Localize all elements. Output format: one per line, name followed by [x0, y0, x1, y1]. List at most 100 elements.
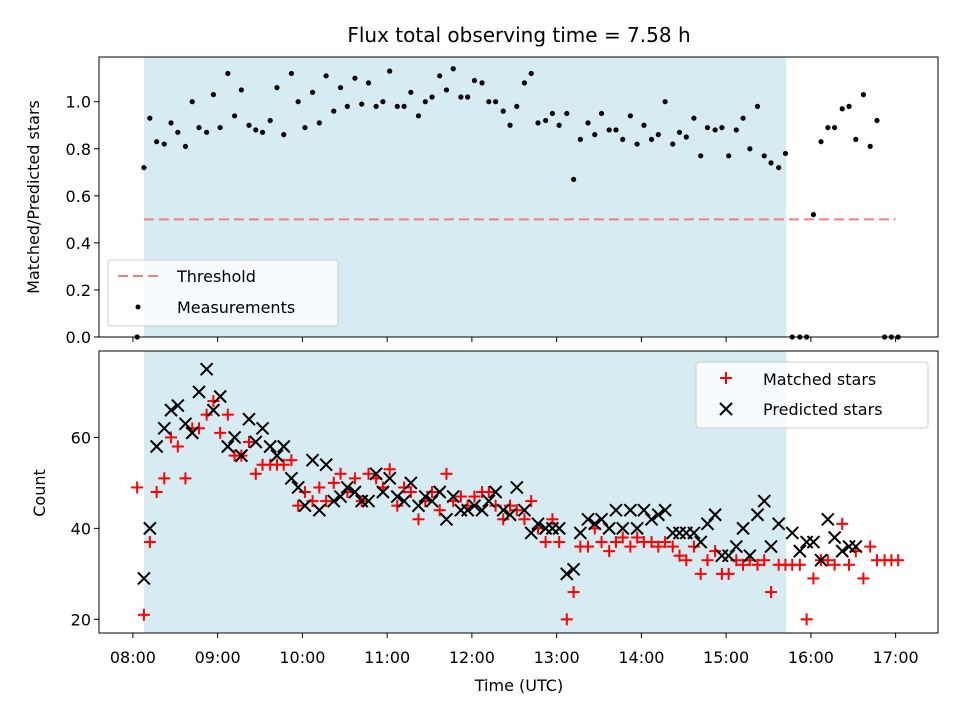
measurement-point	[415, 113, 422, 119]
predicted-star-point	[757, 494, 771, 508]
measurement-point	[747, 146, 753, 152]
measurement-point	[698, 153, 704, 159]
matched-star-point	[609, 536, 622, 549]
measurement-point	[471, 77, 478, 84]
legend-threshold-label: Threshold	[176, 267, 256, 286]
matched-star-point	[334, 467, 347, 480]
predicted-star-point	[137, 571, 151, 586]
bottom-y-tick-label: 40	[71, 519, 91, 538]
measurement-point	[655, 132, 661, 138]
measurement-point	[839, 106, 845, 112]
bottom-y-axis-label: Count	[30, 469, 49, 517]
measurement-point	[740, 115, 746, 121]
matched-star-point	[553, 536, 566, 549]
measurement-point	[337, 84, 344, 91]
measurement-point	[429, 94, 435, 100]
matched-star-point	[751, 558, 764, 571]
predicted-star-point	[411, 498, 426, 513]
predicted-star-point	[693, 535, 708, 549]
matched-star-point	[179, 472, 192, 485]
measurement-point	[331, 108, 337, 114]
measurement-point	[500, 108, 506, 114]
predicted-star-point	[149, 439, 164, 454]
measurement-point	[352, 75, 358, 81]
matched-star-point	[836, 517, 849, 530]
measurement-point	[867, 143, 873, 150]
predicted-star-point	[687, 526, 701, 540]
matched-star-point	[616, 531, 629, 544]
x-tick-label: 17:00	[873, 648, 919, 667]
measurement-point	[182, 143, 189, 150]
predicted-star-point	[700, 517, 715, 531]
predicted-star-point	[531, 517, 545, 531]
measurement-point	[853, 136, 859, 142]
matched-star-point	[391, 499, 404, 512]
measurement-point	[627, 113, 633, 119]
matched-star-point	[857, 572, 870, 585]
matched-star-point	[800, 613, 813, 626]
predicted-star-point	[404, 476, 418, 490]
predicted-star-point	[291, 480, 305, 495]
predicted-star-point	[199, 362, 214, 376]
predicted-star-point	[327, 494, 341, 508]
matched-star-point	[249, 467, 262, 480]
measurement-point	[634, 141, 640, 147]
matched-star-point	[497, 513, 510, 526]
bottom-legend-box	[695, 361, 929, 429]
matched-star-point	[137, 608, 150, 621]
x-tick-label: 08:00	[110, 648, 156, 667]
matched-star-point	[200, 408, 213, 421]
predicted-star-point	[185, 426, 199, 440]
predicted-star-point	[361, 494, 376, 508]
measurement-point	[726, 153, 732, 159]
measurement-point	[598, 110, 605, 117]
x-axis-label: Time (UTC)	[474, 676, 563, 695]
predicted-star-point	[277, 439, 291, 454]
measurement-point	[387, 68, 393, 74]
matched-star-point	[892, 554, 905, 567]
x-tick-label: 12:00	[449, 648, 495, 667]
predicted-star-point	[439, 512, 454, 526]
top-y-tick-label: 0.6	[66, 187, 91, 206]
predicted-star-point	[496, 503, 510, 517]
x-tick-label: 14:00	[618, 648, 664, 667]
predicted-star-point	[488, 485, 503, 499]
measurement-point	[147, 115, 153, 121]
bottom-y-axis: 20 40 60	[71, 428, 99, 629]
measurement-point	[564, 110, 570, 117]
matched-star-point	[525, 495, 538, 508]
measurement-point	[450, 66, 456, 72]
measurement-point	[479, 80, 485, 86]
matched-star-point	[482, 486, 495, 498]
measurement-point	[825, 124, 831, 131]
measurement-point	[288, 70, 294, 77]
matched-star-point	[426, 486, 439, 498]
measurement-point	[394, 103, 400, 110]
matched-star-point	[327, 476, 340, 489]
matched-star-point	[207, 395, 220, 408]
predicted-star-point	[249, 435, 263, 449]
measurement-point	[196, 124, 202, 131]
predicted-star-point	[510, 480, 524, 495]
matched-star-point	[673, 549, 686, 562]
top-panel: 0.0 0.2 0.4 0.6 0.8 1.0 Matched/Predicted sta…	[24, 56, 939, 347]
measurement-point	[365, 80, 372, 86]
measurement-point	[359, 101, 365, 107]
predicted-star-point	[192, 385, 206, 399]
predicted-star-point	[503, 508, 517, 522]
predicted-star-point	[594, 512, 609, 526]
bottom-panel: 20 40 60 08:00 09:00 10:00 11:00 12:00 13:00 14:…	[30, 350, 939, 695]
top-axes-frame	[98, 56, 939, 338]
matched-star-point	[313, 481, 326, 494]
matched-star-point	[539, 536, 552, 549]
measurement-point	[719, 124, 725, 131]
matched-star-point	[722, 567, 735, 580]
measurement-point	[175, 129, 181, 135]
predicted-star-point	[573, 526, 588, 540]
predicted-star-point	[637, 503, 651, 517]
predicted-star-point	[157, 421, 171, 436]
matched-star-point	[652, 540, 665, 553]
predicted-star-point	[729, 539, 744, 554]
measurement-point	[154, 139, 160, 145]
